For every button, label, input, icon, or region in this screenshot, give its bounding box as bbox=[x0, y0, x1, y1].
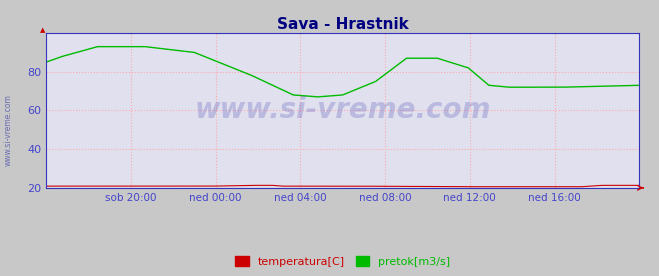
Text: ▲: ▲ bbox=[40, 27, 45, 33]
Text: www.si-vreme.com: www.si-vreme.com bbox=[194, 96, 491, 124]
Title: Sava - Hrastnik: Sava - Hrastnik bbox=[277, 17, 409, 32]
Legend: temperatura[C], pretok[m3/s]: temperatura[C], pretok[m3/s] bbox=[231, 252, 455, 271]
Text: www.si-vreme.com: www.si-vreme.com bbox=[3, 94, 13, 166]
